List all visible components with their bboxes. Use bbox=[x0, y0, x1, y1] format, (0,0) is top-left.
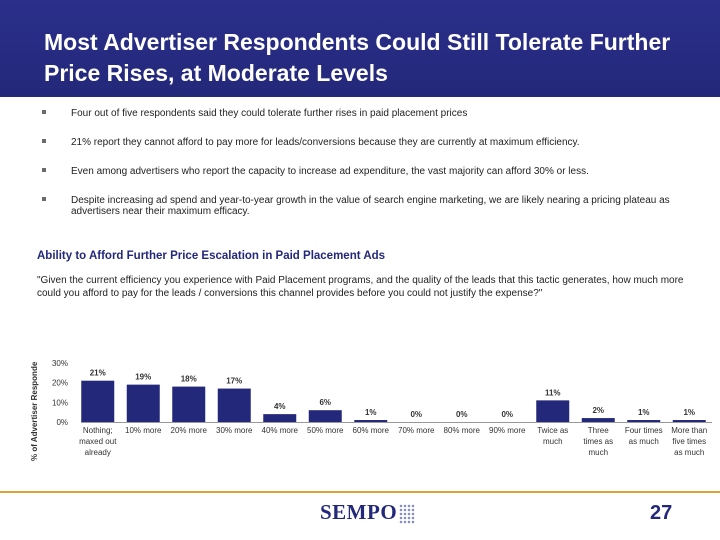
y-tick-label: 20% bbox=[52, 379, 68, 388]
bullet-item: 21% report they cannot afford to pay mor… bbox=[40, 137, 680, 148]
data-label: 0% bbox=[410, 410, 422, 419]
bullet-list: Four out of five respondents said they c… bbox=[40, 108, 680, 235]
y-axis-label: % of Advertiser Responde bbox=[30, 361, 39, 461]
bar bbox=[172, 386, 206, 422]
bullet-item: Even among advertisers who report the ca… bbox=[40, 166, 680, 177]
bar bbox=[126, 384, 160, 422]
bullet-text: Even among advertisers who report the ca… bbox=[71, 166, 589, 177]
survey-question: "Given the current efficiency you experi… bbox=[37, 275, 684, 299]
bullet-text: Despite increasing ad spend and year-to-… bbox=[71, 195, 670, 217]
page-number: 27 bbox=[650, 502, 673, 524]
data-label: 11% bbox=[545, 388, 561, 397]
bar bbox=[627, 420, 661, 422]
data-label: 19% bbox=[135, 373, 151, 382]
bar bbox=[217, 388, 251, 422]
bar-chart: % of Advertiser Responde 0% 10% 20% 30% 21% No… bbox=[30, 359, 712, 461]
bullet-marker bbox=[42, 168, 46, 172]
x-tick-label: 90% more bbox=[489, 426, 526, 435]
bullet-item: Despite increasing ad spend and year-to-… bbox=[40, 195, 680, 217]
bar bbox=[354, 420, 388, 422]
footer-divider bbox=[0, 491, 720, 493]
data-label: 6% bbox=[319, 398, 331, 407]
bar bbox=[81, 380, 115, 422]
y-tick-label: 10% bbox=[52, 398, 68, 407]
chart-section-title: Ability to Afford Further Price Escalati… bbox=[37, 250, 386, 262]
bar bbox=[263, 414, 297, 422]
x-tick-label: More than five times as much bbox=[671, 426, 707, 457]
x-tick-label: Four times as much bbox=[625, 426, 663, 446]
x-tick-label: 30% more bbox=[216, 426, 253, 435]
bullet-marker bbox=[42, 197, 46, 201]
data-label: 18% bbox=[181, 375, 197, 384]
bar bbox=[536, 400, 570, 422]
bar bbox=[581, 418, 615, 422]
x-tick-label: Nothing; maxed out already bbox=[79, 426, 117, 457]
logo-dots-icon bbox=[399, 504, 415, 524]
data-label: 0% bbox=[501, 410, 513, 419]
data-label: 0% bbox=[456, 410, 468, 419]
x-tick-label: 70% more bbox=[398, 426, 435, 435]
y-tick-label: 30% bbox=[52, 359, 68, 368]
data-label: 1% bbox=[683, 408, 695, 417]
data-label: 4% bbox=[274, 402, 286, 411]
logo-text: SEMPO bbox=[320, 500, 398, 524]
x-tick-label: 40% more bbox=[262, 426, 299, 435]
data-label: 21% bbox=[90, 369, 106, 378]
slide-title: Most Advertiser Respondents Could Still … bbox=[44, 29, 671, 86]
bar bbox=[672, 420, 706, 422]
x-tick-label: 50% more bbox=[307, 426, 344, 435]
x-tick-label: Twice as much bbox=[537, 426, 568, 446]
x-tick-label: 80% more bbox=[444, 426, 481, 435]
data-label: 1% bbox=[638, 408, 650, 417]
bullet-marker bbox=[42, 139, 46, 143]
x-tick-label: 10% more bbox=[125, 426, 162, 435]
bar bbox=[308, 410, 342, 422]
y-tick-label: 0% bbox=[56, 418, 68, 427]
x-tick-label: 60% more bbox=[353, 426, 390, 435]
data-label: 1% bbox=[365, 408, 377, 417]
bullet-text: 21% report they cannot afford to pay mor… bbox=[71, 137, 580, 148]
bullet-item: Four out of five respondents said they c… bbox=[40, 108, 680, 119]
x-tick-label: 20% more bbox=[171, 426, 208, 435]
sempo-logo: SEMPO bbox=[320, 500, 420, 528]
bullet-text: Four out of five respondents said they c… bbox=[71, 108, 468, 119]
title-banner: Most Advertiser Respondents Could Still … bbox=[0, 0, 720, 97]
data-label: 2% bbox=[592, 406, 604, 415]
data-label: 17% bbox=[226, 377, 242, 386]
bullet-marker bbox=[42, 110, 46, 114]
x-tick-label: Three times as much bbox=[583, 426, 613, 457]
